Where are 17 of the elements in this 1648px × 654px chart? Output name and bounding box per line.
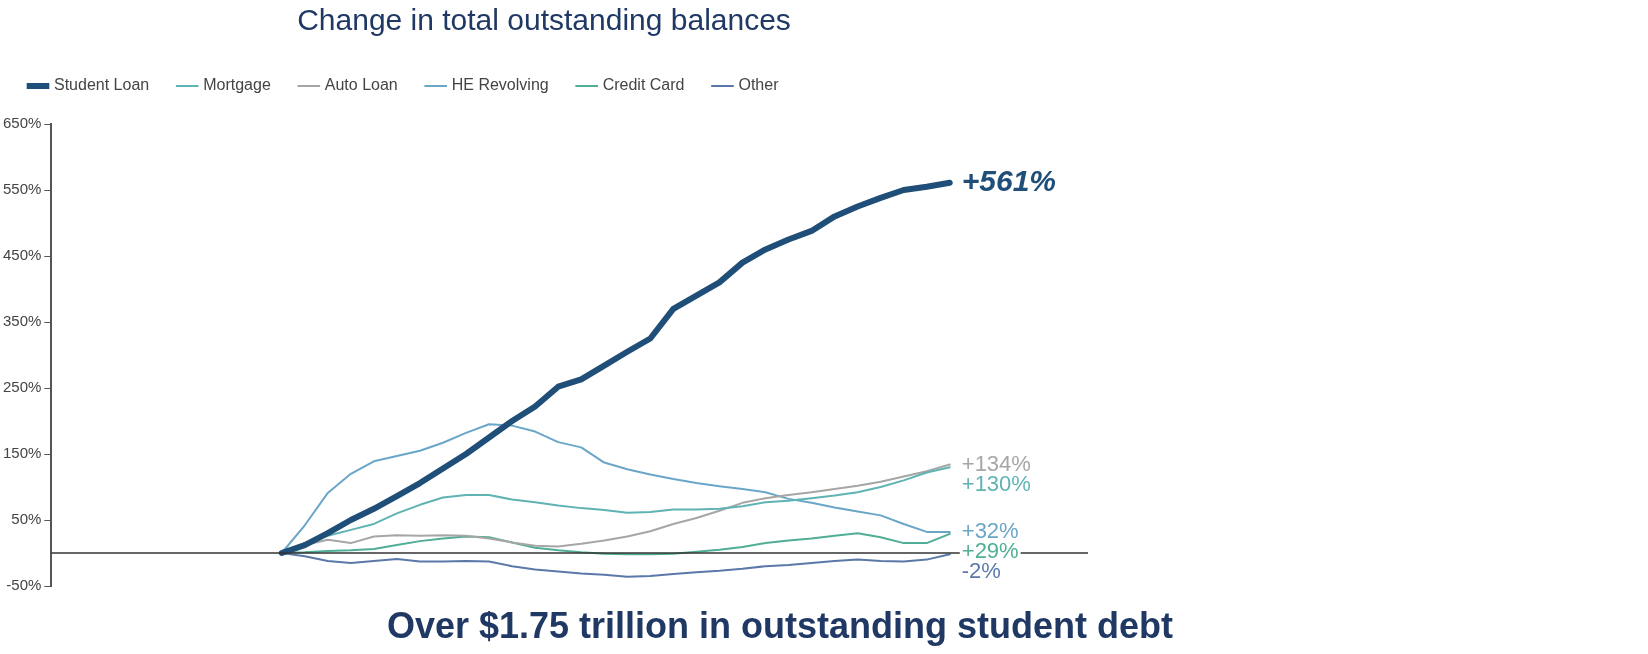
legend-label: Student Loan — [54, 76, 150, 94]
legend-label: Mortgage — [203, 76, 271, 94]
legend-label: Credit Card — [602, 76, 685, 94]
legend-label: HE Revolving — [451, 76, 549, 94]
y-tick-label: 450% — [2, 246, 42, 264]
y-tick-label: 350% — [2, 312, 42, 330]
text: Over $1.75 trillion in outstanding student debt — [386, 604, 1174, 646]
chart-title: Change in total outstanding balances — [297, 3, 791, 37]
y-tick-label: -50% — [6, 576, 42, 594]
y-tick-label: 50% — [11, 510, 42, 528]
y-tick-label: 250% — [2, 378, 42, 396]
y-tick-label: 150% — [2, 444, 42, 462]
data-label: +561% — [961, 164, 1057, 198]
legend-label: Auto Loan — [324, 76, 398, 94]
y-tick-label: 650% — [2, 114, 42, 132]
legend-label: Other — [738, 76, 780, 94]
y-tick-label: 550% — [2, 180, 42, 198]
